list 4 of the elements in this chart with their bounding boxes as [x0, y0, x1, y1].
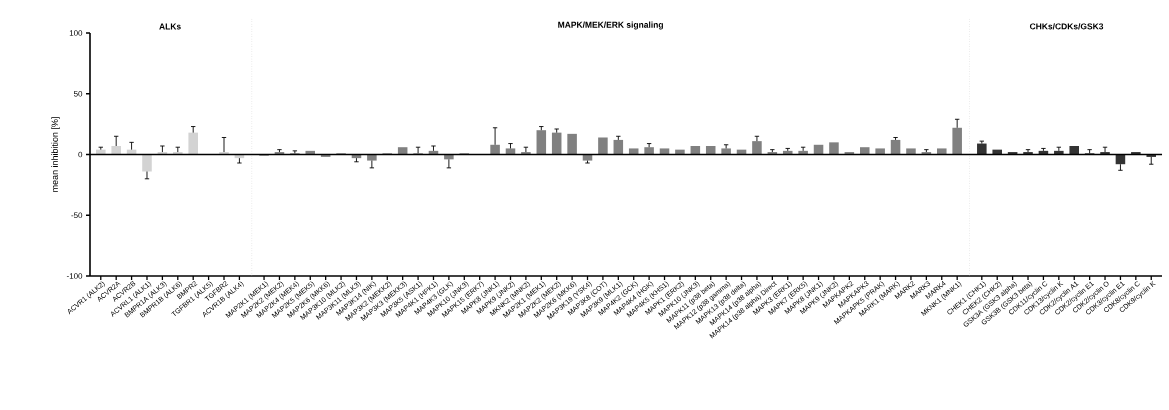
- text: ALKs: [159, 23, 181, 30]
- text: CHKs/CDKs/GSK3: [1029, 23, 1104, 30]
- text: MAPK/MEK/ERK signaling: [558, 21, 663, 30]
- y-axis-title: mean inhibition [%]: [51, 117, 60, 192]
